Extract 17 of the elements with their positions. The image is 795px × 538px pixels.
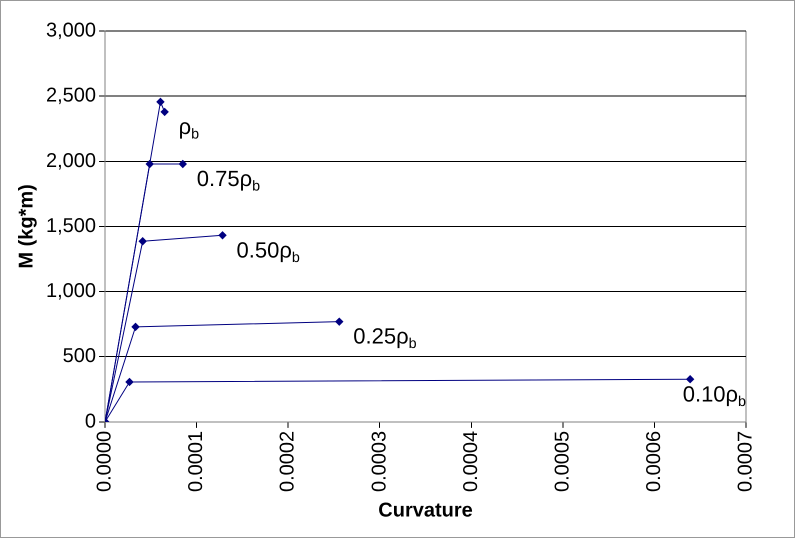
x-tick-label: 0.0001: [185, 430, 208, 492]
y-tick-label: 0: [84, 410, 96, 432]
x-tick-label: 0.0000: [94, 430, 116, 492]
x-tick-label: 0.0005: [551, 430, 574, 492]
x-axis-title: Curvature: [378, 500, 473, 522]
y-tick-label: 2,500: [46, 84, 96, 107]
x-tick-label: 0.0003: [368, 430, 390, 492]
y-tick-label: 3,000: [46, 20, 96, 42]
x-tick-label: 0.0006: [642, 430, 665, 492]
x-tick-label: 0.0002: [276, 430, 299, 492]
x-tick-label: 0.0007: [734, 430, 757, 492]
y-tick-label: 500: [62, 345, 96, 368]
y-tick-label: 1,500: [46, 214, 96, 237]
y-tick-label: 2,000: [46, 150, 96, 172]
x-tick-label: 0.0004: [460, 430, 482, 492]
y-axis-title: M (kg*m): [16, 184, 38, 269]
y-tick-label: 1,000: [46, 280, 96, 302]
